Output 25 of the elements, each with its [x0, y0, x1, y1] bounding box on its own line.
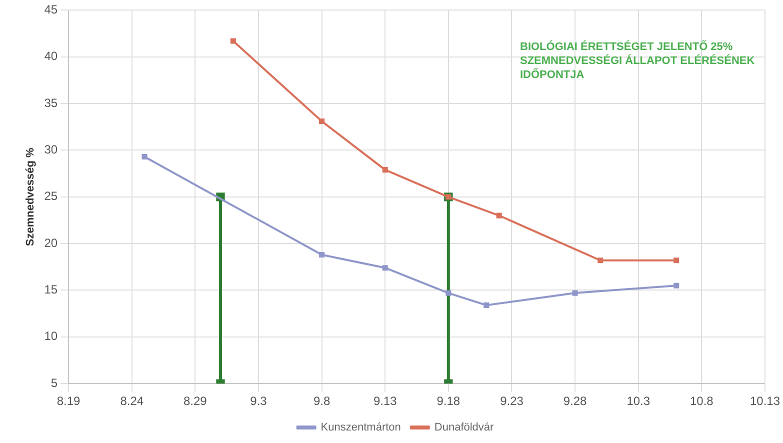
- legend-label: Kunszentmárton: [320, 422, 401, 434]
- legend-label: Dunaföldvár: [434, 422, 494, 434]
- x-tick-label: 10.13: [750, 394, 780, 408]
- y-tick-label: 10: [44, 329, 58, 344]
- x-tick-label: 8.29: [183, 394, 208, 408]
- x-tick-label: 9.23: [500, 394, 524, 408]
- x-tick-label: 10.8: [690, 394, 714, 408]
- x-tick-label: 9.28: [563, 394, 588, 408]
- y-tick-label: 35: [44, 96, 58, 110]
- y-tick-label: 25: [44, 189, 58, 204]
- y-tick-label: 45: [44, 2, 58, 17]
- x-tick-label: 9.3: [250, 394, 268, 408]
- x-tick-label: 9.18: [436, 394, 460, 408]
- y-axis-title: Szemnedvesség %: [24, 147, 37, 246]
- x-tick-label: 9.8: [313, 394, 330, 408]
- annotation: BIOLÓGIAI ÉRETTSÉGET JELENTŐ 25% SZEMNEDVESSÉGI ÁLLAPOT ELÉRÉSÉNEK IDŐPONTJA: [520, 40, 756, 82]
- y-tick-label: 15: [44, 282, 58, 297]
- x-tick-label: 8.24: [120, 394, 144, 408]
- y-tick-label: 30: [44, 142, 58, 157]
- x-tick-label: 8.19: [56, 394, 81, 408]
- x-tick-label: 10.3: [626, 394, 650, 408]
- x-tick-label: 9.13: [373, 394, 398, 408]
- y-tick-label: 40: [44, 49, 58, 64]
- y-tick-label: 5: [50, 376, 58, 390]
- y-tick-label: 20: [44, 236, 58, 250]
